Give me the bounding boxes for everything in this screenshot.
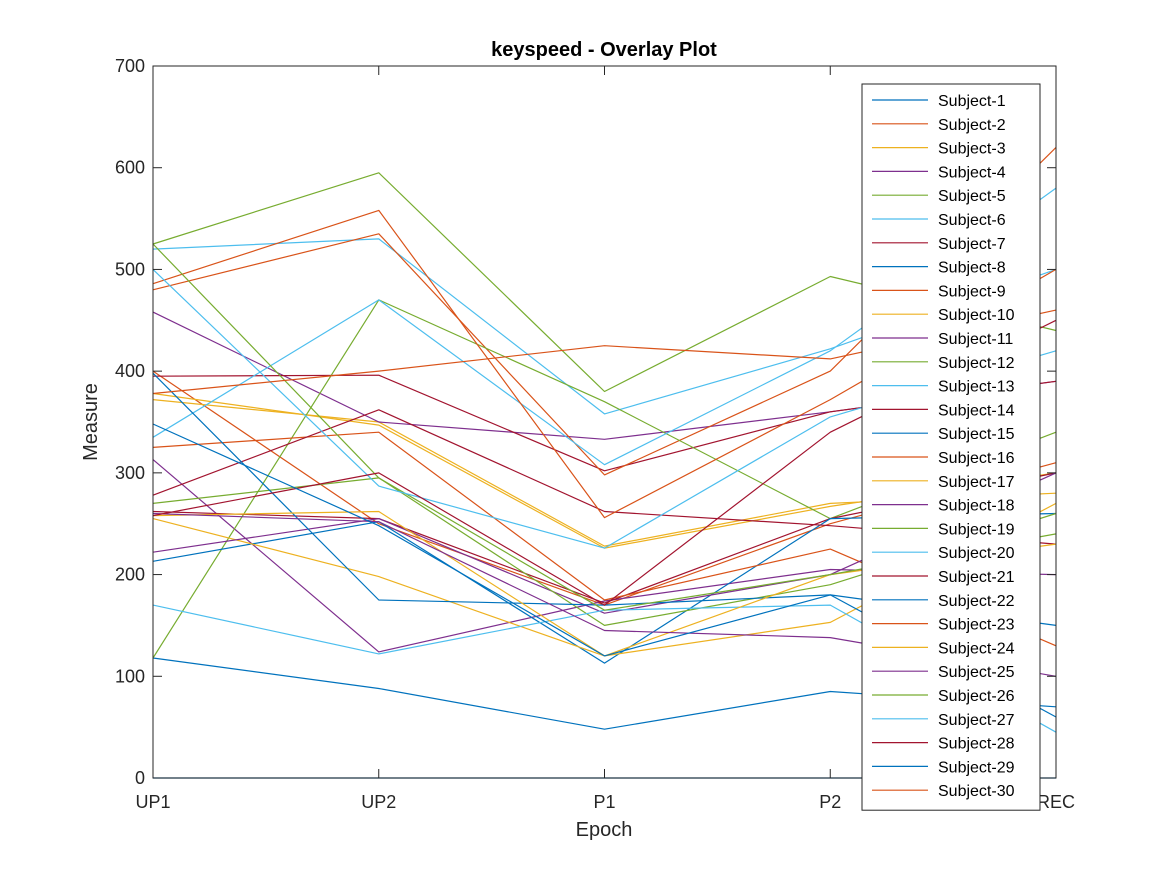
legend-label: Subject-11: [938, 331, 1013, 348]
y-tick-label: 0: [135, 768, 145, 788]
legend-label: Subject-21: [938, 569, 1015, 586]
legend-label: Subject-26: [938, 688, 1015, 705]
legend-label: Subject-16: [938, 450, 1015, 467]
legend-label: Subject-15: [938, 426, 1015, 443]
x-tick-label: UP2: [361, 792, 396, 812]
x-tick-label: UP1: [135, 792, 170, 812]
legend-label: Subject-17: [938, 474, 1015, 491]
legend: Subject-1 Subject-2 Subject-3 Subject-4 Subj…: [861, 83, 1041, 811]
legend-label: Subject-29: [938, 759, 1015, 776]
x-tick-label: P2: [819, 792, 841, 812]
legend-box: [861, 83, 1041, 811]
axis-ticks: 0 100 200 300 400 500 600 700 UP1 UP2 P1 P2 REC: [115, 56, 1075, 812]
x-tick-label: P1: [593, 792, 615, 812]
legend-label: Subject-6: [938, 212, 1006, 229]
legend-label: Subject-5: [938, 188, 1006, 205]
legend-label: Subject-1: [938, 93, 1006, 110]
legend-label: Subject-23: [938, 617, 1015, 634]
y-tick-label: 700: [115, 56, 145, 76]
y-tick-label: 500: [115, 259, 145, 279]
legend-label: Subject-9: [938, 283, 1006, 300]
legend-label: Subject-4: [938, 164, 1006, 181]
x-axis-title: Epoch: [576, 819, 633, 841]
x-tick-label: REC: [1037, 792, 1075, 812]
y-tick-label: 600: [115, 158, 145, 178]
legend-label: Subject-13: [938, 379, 1015, 396]
legend-label: Subject-7: [938, 236, 1006, 253]
legend-label: Subject-19: [938, 521, 1015, 538]
y-tick-label: 200: [115, 565, 145, 585]
legend-label: Subject-24: [938, 640, 1015, 657]
legend-label: Subject-22: [938, 593, 1015, 610]
legend-label: Subject-8: [938, 260, 1006, 277]
legend-label: Subject-25: [938, 664, 1015, 681]
chart-title: keyspeed - Overlay Plot: [491, 39, 717, 61]
y-tick-label: 400: [115, 361, 145, 381]
legend-label: Subject-12: [938, 355, 1015, 372]
y-tick-label: 100: [115, 666, 145, 686]
legend-label: Subject-14: [938, 402, 1015, 419]
legend-label: Subject-28: [938, 736, 1015, 753]
legend-label: Subject-27: [938, 712, 1015, 729]
y-axis-title: Measure: [80, 383, 102, 461]
legend-label: Subject-30: [938, 783, 1015, 800]
legend-label: Subject-20: [938, 545, 1015, 562]
legend-label: Subject-3: [938, 141, 1006, 158]
y-tick-label: 300: [115, 463, 145, 483]
legend-label: Subject-10: [938, 307, 1015, 324]
legend-label: Subject-18: [938, 498, 1015, 515]
legend-label: Subject-2: [938, 117, 1006, 134]
